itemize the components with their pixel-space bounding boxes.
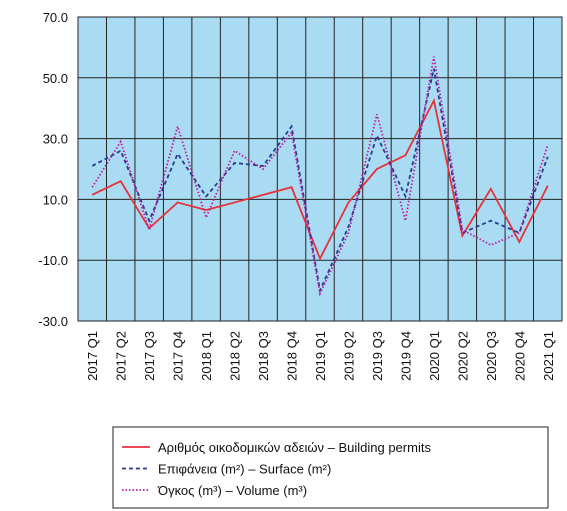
legend-label: Όγκος (m³) – Volume (m³) <box>157 483 307 498</box>
x-tick-label: 2018 Q4 <box>285 331 300 381</box>
legend-label: Επιφάνεια (m²) – Surface (m²) <box>158 462 331 477</box>
plot-background <box>78 17 562 321</box>
x-tick-label: 2020 Q2 <box>455 331 470 381</box>
x-tick-label: 2021 Q1 <box>541 331 556 381</box>
y-tick-label: -30.0 <box>38 314 68 329</box>
x-tick-label: 2020 Q1 <box>427 331 442 381</box>
x-tick-label: 2018 Q3 <box>256 331 271 381</box>
x-tick-label: 2019 Q2 <box>341 331 356 381</box>
legend-box <box>112 426 549 509</box>
x-tick-label: 2019 Q1 <box>313 331 328 381</box>
plot-border <box>77 16 563 322</box>
x-tick-label: 2018 Q1 <box>199 331 214 381</box>
x-tick-label: 2020 Q3 <box>484 331 499 381</box>
y-tick-label: 30.0 <box>43 132 68 147</box>
x-tick-label: 2019 Q4 <box>398 331 413 381</box>
y-tick-label: 10.0 <box>43 192 68 207</box>
x-tick-label: 2020 Q4 <box>512 331 527 381</box>
series-line <box>91 97 549 261</box>
x-tick-label: 2019 Q3 <box>370 331 385 381</box>
y-tick-label: -10.0 <box>38 253 68 268</box>
series-line <box>91 56 549 297</box>
y-tick-label: 50.0 <box>43 71 68 86</box>
x-tick-label: 2017 Q3 <box>142 331 157 381</box>
y-tick-label: 70.0 <box>43 10 68 25</box>
x-tick-label: 2017 Q4 <box>171 331 186 381</box>
legend-label: Αριθμός οικοδομικών αδειών – Building pe… <box>158 440 431 455</box>
x-tick-label: 2017 Q1 <box>85 331 100 381</box>
x-tick-label: 2017 Q2 <box>114 331 129 381</box>
x-tick-label: 2018 Q2 <box>228 331 243 381</box>
